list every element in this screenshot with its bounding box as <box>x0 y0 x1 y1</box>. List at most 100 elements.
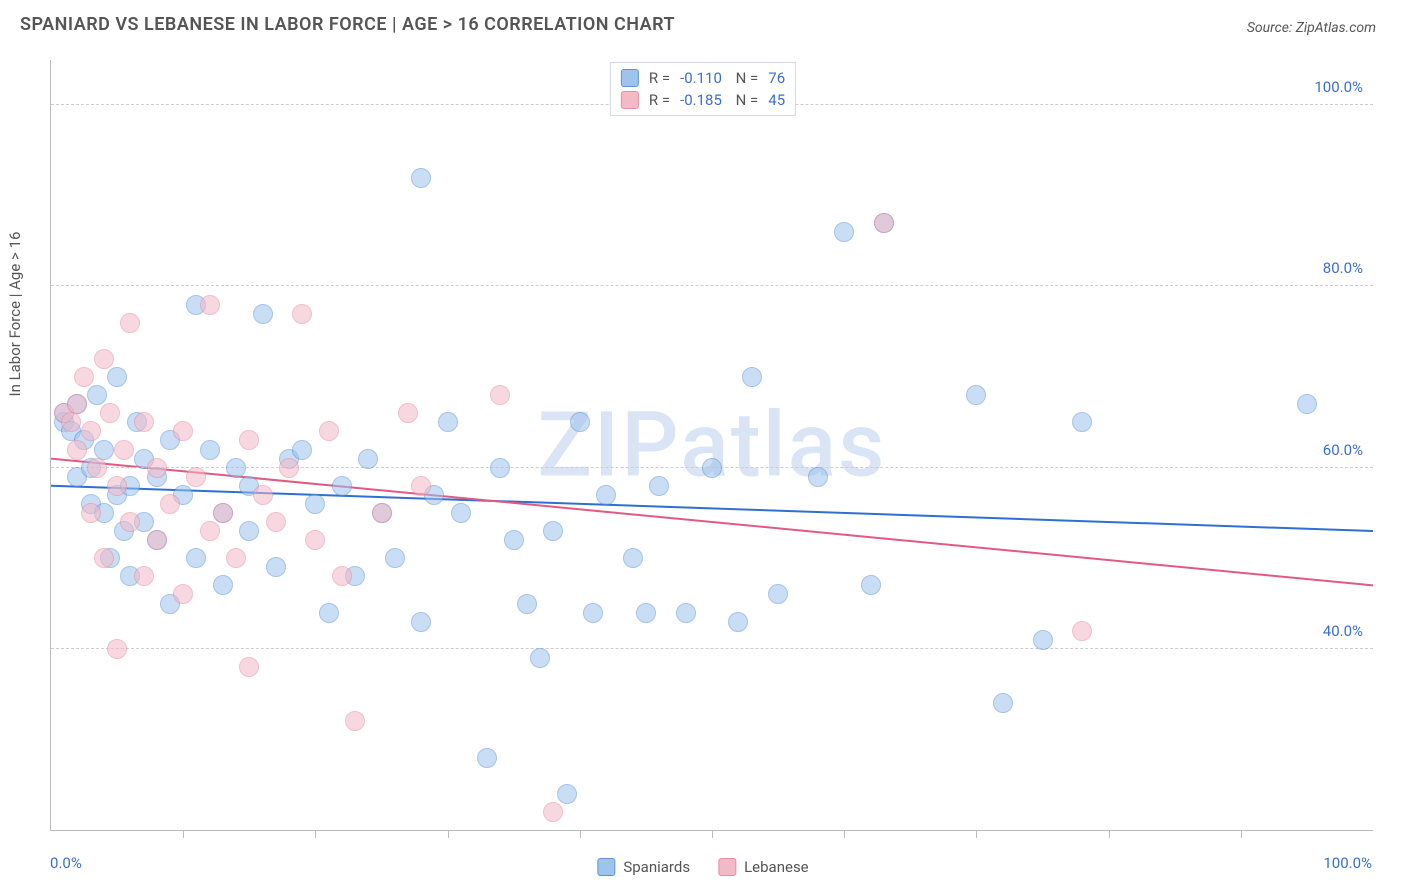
data-point <box>186 548 206 568</box>
data-point <box>134 566 154 586</box>
data-point <box>477 748 497 768</box>
data-point <box>649 476 669 496</box>
data-point <box>332 566 352 586</box>
data-point <box>94 440 114 460</box>
data-point <box>543 521 563 541</box>
data-point <box>292 440 312 460</box>
y-axis-title: In Labor Force | Age > 16 <box>6 232 24 397</box>
data-point <box>173 421 193 441</box>
data-point <box>411 612 431 632</box>
data-point <box>100 403 120 423</box>
data-point <box>808 467 828 487</box>
data-point <box>490 385 510 405</box>
x-axis-max-label: 100.0% <box>1323 854 1372 872</box>
data-point <box>74 367 94 387</box>
data-point <box>87 385 107 405</box>
data-point <box>702 458 722 478</box>
data-point <box>87 458 107 478</box>
data-point <box>874 213 894 233</box>
chart-title: SPANIARD VS LEBANESE IN LABOR FORCE | AG… <box>20 14 675 35</box>
data-point <box>623 548 643 568</box>
data-point <box>385 548 405 568</box>
data-point <box>1033 630 1053 650</box>
data-point <box>226 458 246 478</box>
correlation-legend: R =-0.110 N =76 R =-0.185 N =45 <box>610 62 796 116</box>
data-point <box>253 304 273 324</box>
data-point <box>993 693 1013 713</box>
y-tick-label: 60.0% <box>1323 441 1363 459</box>
legend-row-spaniards: R =-0.110 N =76 <box>621 67 785 89</box>
data-point <box>147 530 167 550</box>
data-point <box>239 430 259 450</box>
data-point <box>107 367 127 387</box>
data-point <box>411 476 431 496</box>
legend-swatch-lebanese <box>621 91 639 109</box>
data-point <box>583 603 603 623</box>
data-point <box>67 394 87 414</box>
data-point <box>107 476 127 496</box>
data-point <box>200 521 220 541</box>
data-point <box>570 412 590 432</box>
legend-swatch-icon <box>718 858 736 876</box>
data-point <box>319 603 339 623</box>
data-point <box>279 458 299 478</box>
data-point <box>305 494 325 514</box>
legend-swatch-icon <box>597 858 615 876</box>
data-point <box>186 467 206 487</box>
data-point <box>861 575 881 595</box>
data-point <box>305 530 325 550</box>
data-point <box>543 802 563 822</box>
data-point <box>213 503 233 523</box>
data-point <box>1072 621 1092 641</box>
legend-row-lebanese: R =-0.185 N =45 <box>621 89 785 111</box>
data-point <box>438 412 458 432</box>
data-point <box>200 295 220 315</box>
data-point <box>636 603 656 623</box>
data-point <box>67 440 87 460</box>
legend-item-spaniards: Spaniards <box>597 858 690 876</box>
y-tick-label: 80.0% <box>1323 259 1363 277</box>
data-point <box>120 512 140 532</box>
data-point <box>160 494 180 514</box>
data-point <box>266 557 286 577</box>
x-axis-min-label: 0.0% <box>50 854 82 872</box>
data-point <box>200 440 220 460</box>
data-point <box>266 512 286 532</box>
data-point <box>596 485 616 505</box>
data-point <box>107 639 127 659</box>
data-point <box>213 575 233 595</box>
data-point <box>253 485 273 505</box>
data-point <box>114 440 134 460</box>
data-point <box>451 503 471 523</box>
data-point <box>517 594 537 614</box>
data-point <box>239 657 259 677</box>
data-point <box>676 603 696 623</box>
plot-area: ZIPatlas 40.0% 60.0% 80.0% 100.0% <box>50 60 1373 831</box>
data-point <box>147 458 167 478</box>
data-point <box>372 503 392 523</box>
source-label: Source: ZipAtlas.com <box>1247 20 1376 36</box>
y-tick-label: 100.0% <box>1314 78 1363 96</box>
data-point <box>358 449 378 469</box>
data-point <box>1297 394 1317 414</box>
y-tick-label: 40.0% <box>1323 622 1363 640</box>
data-point <box>490 458 510 478</box>
data-point <box>557 784 577 804</box>
data-point <box>134 412 154 432</box>
data-point <box>966 385 986 405</box>
data-point <box>94 349 114 369</box>
data-point <box>834 222 854 242</box>
legend-swatch-spaniards <box>621 69 639 87</box>
data-point <box>504 530 524 550</box>
data-point <box>120 313 140 333</box>
data-point <box>319 421 339 441</box>
data-point <box>81 503 101 523</box>
data-point <box>226 548 246 568</box>
data-point <box>332 476 352 496</box>
data-point <box>411 168 431 188</box>
data-point <box>345 711 365 731</box>
watermark: ZIPatlas <box>538 393 887 498</box>
data-point <box>742 367 762 387</box>
data-point <box>768 584 788 604</box>
data-point <box>173 584 193 604</box>
